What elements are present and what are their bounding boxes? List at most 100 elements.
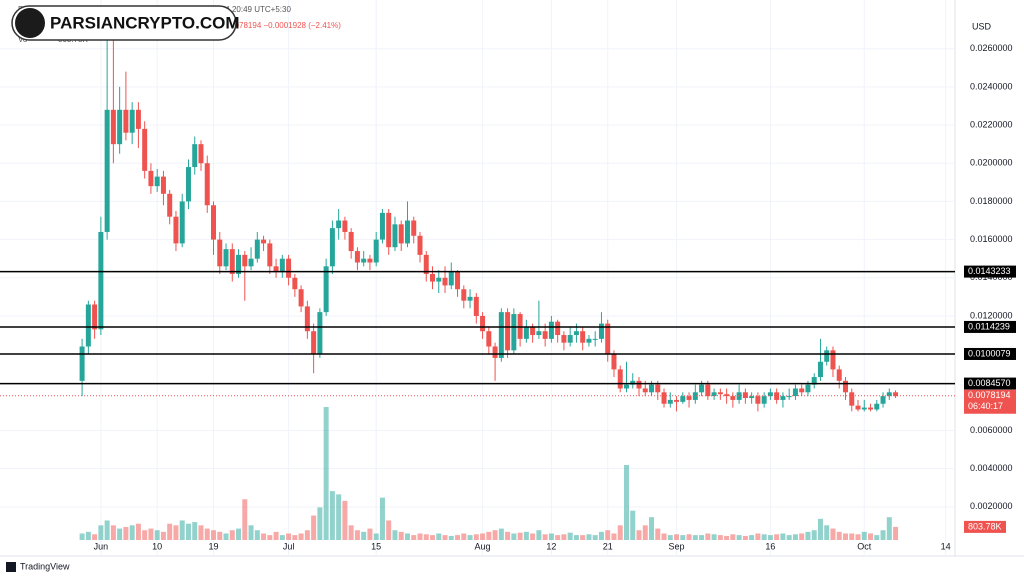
candle-body bbox=[567, 335, 573, 343]
candle-body bbox=[379, 212, 385, 240]
y-tick-label: 0.0240000 bbox=[970, 81, 1013, 91]
y-tick-label: 0.0260000 bbox=[970, 43, 1013, 53]
volume-bar bbox=[761, 534, 767, 540]
volume-bar bbox=[154, 530, 160, 540]
candle-body bbox=[792, 388, 798, 397]
level-label: 0.0084570 bbox=[968, 378, 1011, 388]
volume-bar bbox=[129, 525, 135, 540]
candle-body bbox=[598, 323, 604, 339]
volume-bar bbox=[567, 532, 573, 540]
candle-body bbox=[423, 254, 429, 274]
volume-bar bbox=[273, 531, 279, 540]
volume-bar bbox=[555, 535, 561, 540]
volume-bar bbox=[448, 535, 454, 540]
volume-bar bbox=[379, 497, 385, 540]
candle-body bbox=[623, 384, 629, 389]
candle-body bbox=[129, 109, 135, 133]
x-tick-label: 12 bbox=[546, 541, 556, 551]
volume-bar bbox=[467, 535, 473, 540]
volume-bar bbox=[261, 533, 267, 540]
volume-bar bbox=[473, 534, 479, 540]
volume-bar bbox=[661, 533, 667, 540]
volume-bar bbox=[517, 532, 523, 540]
volume-bar bbox=[692, 535, 698, 540]
candle-body bbox=[236, 254, 242, 274]
volume-bar bbox=[542, 534, 548, 540]
volume-bar bbox=[523, 531, 529, 540]
candle-body bbox=[79, 346, 85, 381]
candle-body bbox=[361, 258, 367, 263]
volume-bar bbox=[686, 534, 692, 540]
candle-body bbox=[711, 392, 717, 397]
candle-body bbox=[480, 315, 486, 332]
volume-bar bbox=[730, 534, 736, 540]
volume-bar bbox=[874, 535, 880, 540]
candle-body bbox=[486, 331, 492, 347]
x-tick-label: Jun bbox=[94, 541, 109, 551]
volume-bar bbox=[780, 533, 786, 540]
footer: TradingView bbox=[20, 561, 70, 571]
candle-body bbox=[348, 231, 354, 252]
volume-bar bbox=[223, 533, 229, 540]
volume-bar bbox=[236, 528, 242, 540]
volume-bar bbox=[824, 525, 830, 540]
volume-bar bbox=[886, 517, 892, 540]
volume-bar bbox=[786, 535, 792, 540]
volume-bar bbox=[605, 530, 611, 540]
volume-bar bbox=[404, 533, 410, 540]
volume-bar bbox=[505, 531, 511, 540]
volume-bar bbox=[304, 530, 310, 540]
volume-bar bbox=[411, 535, 417, 540]
candle-body bbox=[398, 224, 404, 244]
volume-bar bbox=[636, 530, 642, 540]
candle-body bbox=[135, 109, 141, 129]
x-tick-label: 14 bbox=[941, 541, 951, 551]
volume-bar bbox=[292, 535, 298, 540]
volume-bar bbox=[623, 465, 629, 540]
volume-bar bbox=[160, 531, 166, 540]
volume-bar bbox=[286, 533, 292, 540]
candle-body bbox=[117, 109, 123, 145]
currency: USD bbox=[972, 21, 992, 31]
candle-body bbox=[561, 335, 567, 343]
candle-body bbox=[736, 392, 742, 400]
candle-body bbox=[717, 392, 723, 395]
candle-body bbox=[185, 167, 191, 202]
candle-body bbox=[868, 407, 874, 410]
candle-body bbox=[523, 327, 529, 339]
volume-bar bbox=[799, 533, 805, 540]
candle-body bbox=[511, 314, 517, 351]
candle-body bbox=[730, 396, 736, 400]
volume-bar bbox=[717, 535, 723, 540]
candle-body bbox=[336, 220, 342, 229]
volume-bar bbox=[110, 525, 116, 540]
candle-body bbox=[286, 258, 292, 278]
candle-body bbox=[354, 251, 360, 263]
level-label-box bbox=[964, 377, 1016, 390]
volume-bar bbox=[85, 531, 91, 540]
candle-body bbox=[436, 277, 442, 282]
candle-body bbox=[749, 396, 755, 399]
candle-body bbox=[192, 144, 198, 168]
volume-bar bbox=[323, 407, 329, 540]
volume-bar bbox=[530, 533, 536, 540]
candle-body bbox=[160, 176, 166, 194]
candle-body bbox=[836, 369, 842, 381]
volume-bar bbox=[430, 535, 436, 540]
level-label: 0.0114239 bbox=[968, 321, 1010, 331]
candle-body bbox=[824, 350, 830, 362]
volume-bar bbox=[699, 535, 705, 540]
candle-body bbox=[242, 254, 248, 267]
volume-bar bbox=[98, 525, 104, 540]
ohlc: 0.0077311 C 0.0078194 −0.0001928 (−2.41%… bbox=[176, 21, 341, 30]
volume-bar bbox=[573, 535, 579, 540]
volume-bar bbox=[805, 531, 811, 540]
candle-body bbox=[367, 258, 373, 263]
volume-bar bbox=[217, 531, 223, 540]
volume-bar bbox=[617, 525, 623, 540]
candle-body bbox=[849, 392, 855, 406]
candle-body bbox=[799, 388, 805, 393]
volume-bar bbox=[423, 534, 429, 540]
candle-body bbox=[173, 216, 179, 244]
candle-body bbox=[498, 312, 504, 358]
